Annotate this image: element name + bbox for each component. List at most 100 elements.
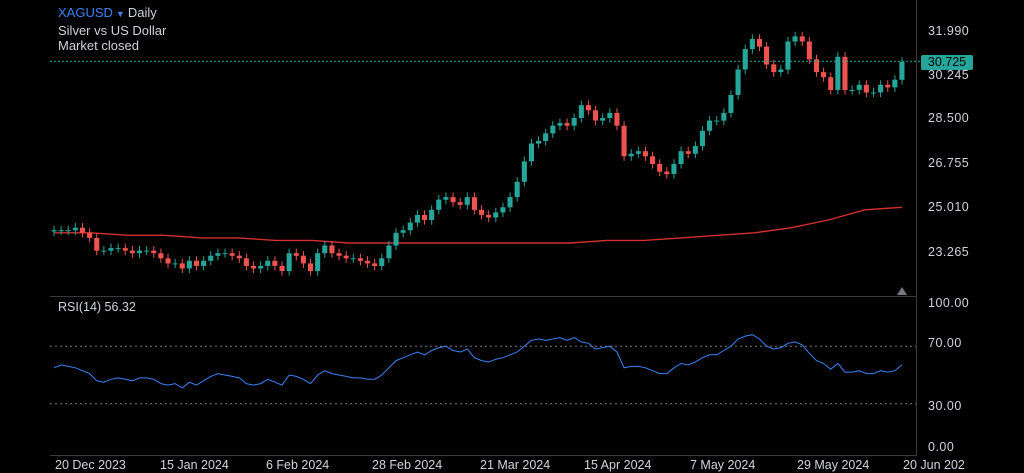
candle-body (849, 89, 855, 91)
candle-body (578, 105, 584, 118)
candle-body (186, 260, 192, 269)
triangle-down-icon[interactable]: ▼ (115, 9, 125, 19)
candle-body (329, 245, 335, 254)
candle-body (600, 118, 606, 121)
candle-body (528, 143, 534, 162)
candle-body (251, 265, 257, 269)
candle-body (771, 64, 777, 73)
candle-body (144, 250, 150, 252)
candle-body (94, 237, 100, 251)
candle-body (835, 56, 841, 90)
price-axis-tick: 25.010 (928, 200, 970, 214)
candle-body (343, 255, 349, 259)
symbol-label[interactable]: XAGUSD (58, 5, 113, 20)
time-axis-tick: 20 Jun 202 (903, 458, 965, 472)
candle-body (536, 141, 542, 144)
candle-body (764, 46, 770, 65)
candle-body (650, 156, 656, 164)
rsi-axis-tick: 0.00 (928, 440, 955, 454)
candle-body (179, 263, 185, 269)
candle-body (735, 69, 741, 95)
candle-body (571, 118, 577, 126)
candle-body (129, 250, 135, 254)
symbol-legend: XAGUSD ▼ Daily Silver vs US Dollar Market … (58, 5, 166, 54)
candle-body (821, 72, 827, 78)
candle-body (165, 258, 171, 264)
candle-body (550, 125, 556, 134)
candle-body (272, 260, 278, 266)
price-axis-tick: 28.500 (928, 111, 970, 125)
candle-body (678, 151, 684, 164)
candle-body (707, 120, 713, 131)
rsi-pane[interactable] (50, 297, 917, 456)
candle-body (108, 248, 114, 251)
candle-body (79, 227, 85, 233)
candle-body (429, 209, 435, 220)
candle-body (265, 260, 271, 266)
candle-body (614, 112, 620, 126)
time-axis-tick: 15 Apr 2024 (584, 458, 652, 472)
candle-body (379, 258, 385, 266)
candle-body (507, 197, 513, 208)
last-price-tag: 30.725 (921, 55, 973, 70)
candle-body (229, 253, 235, 256)
candle-body (422, 214, 428, 220)
candle-body (486, 214, 492, 218)
candle-body (692, 146, 698, 154)
candle-body (136, 250, 142, 254)
candle-body (471, 197, 477, 210)
candle-body (72, 227, 78, 231)
price-axis-tick: 23.265 (928, 245, 970, 259)
candle-body (158, 253, 164, 259)
candle-body (842, 56, 848, 90)
candle-body (607, 112, 613, 118)
candle-body (208, 255, 214, 261)
candle-body (436, 199, 442, 210)
candle-body (806, 41, 812, 60)
candle-body (414, 214, 420, 223)
candle-body (115, 248, 121, 250)
price-pane[interactable] (50, 0, 917, 297)
candle-body (792, 36, 798, 42)
candle-body (101, 250, 107, 252)
candle-body (657, 163, 663, 172)
candle-body (493, 212, 499, 218)
candle-body (236, 255, 242, 259)
interval-label[interactable]: Daily (127, 5, 157, 20)
candle-body (870, 92, 876, 94)
candle-body (785, 41, 791, 70)
time-axis-tick: 7 May 2024 (690, 458, 756, 472)
candle-body (521, 161, 527, 182)
candle-body (543, 133, 549, 141)
candle-body (201, 260, 207, 266)
candle-body (243, 258, 249, 266)
candle-body (322, 245, 328, 254)
candle-body (828, 77, 834, 90)
market-status: Market closed (58, 38, 139, 53)
candle-body (593, 110, 599, 121)
candle-body (557, 123, 563, 126)
candle-body (365, 260, 371, 264)
candle-body (885, 84, 891, 88)
rsi-axis-tick: 100.00 (928, 296, 970, 310)
candle-body (878, 84, 884, 93)
candle-body (514, 181, 520, 198)
candle-body (58, 230, 64, 232)
candle-body (721, 112, 727, 121)
rsi-legend: RSI(14) 56.32 (58, 300, 136, 314)
candle-body (464, 197, 470, 205)
candle-body (863, 84, 869, 93)
price-axis-tick: 26.755 (928, 156, 970, 170)
candle-body (671, 163, 677, 175)
candle-body (51, 230, 57, 232)
rsi-axis-tick: 30.00 (928, 399, 962, 413)
candle-body (457, 202, 463, 205)
candle-body (813, 59, 819, 73)
candle-body (479, 209, 485, 215)
candle-body (500, 207, 506, 213)
candle-body (742, 49, 748, 70)
candle-body (308, 263, 314, 272)
time-axis-tick: 15 Jan 2024 (160, 458, 229, 472)
